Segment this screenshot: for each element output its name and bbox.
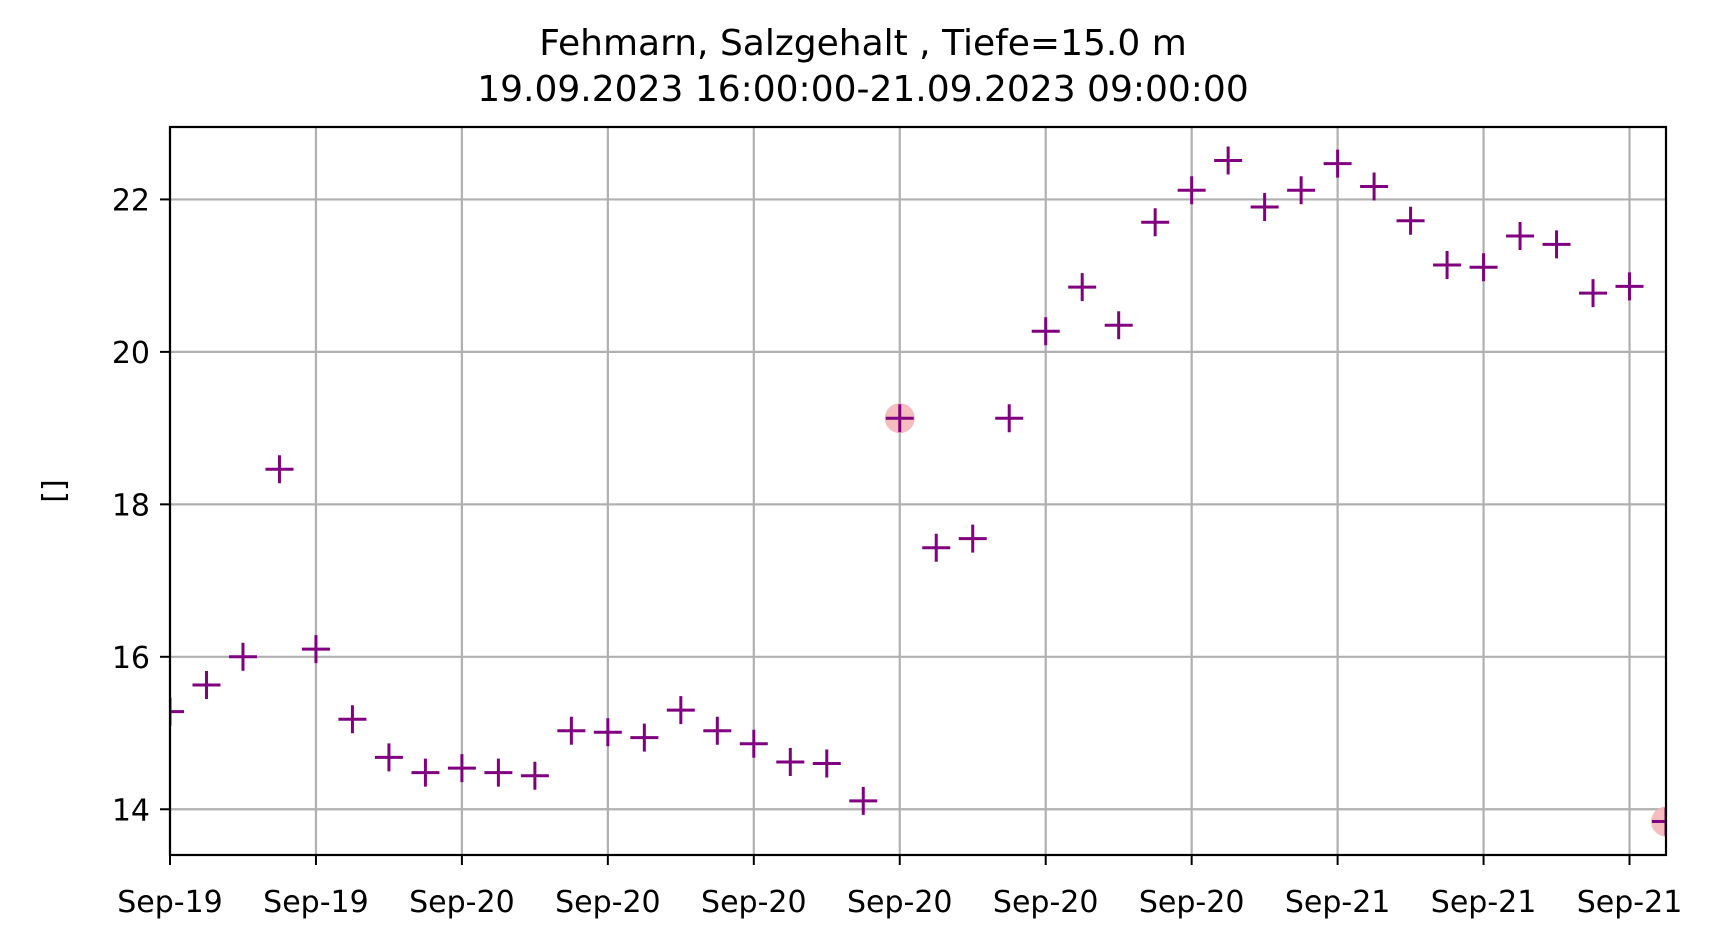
x-tick-label: Sep-20	[993, 885, 1099, 920]
x-tick-label: Sep-20	[1139, 885, 1245, 920]
data-point	[1579, 279, 1608, 308]
data-point	[192, 671, 221, 700]
data-point	[1068, 273, 1097, 302]
data-point	[1433, 250, 1462, 279]
x-tick-label: Sep-20	[847, 885, 953, 920]
x-tick-label: Sep-19	[117, 885, 223, 920]
chart-subtitle: 19.09.2023 16:00:00-21.09.2023 09:00:00	[477, 69, 1249, 110]
data-point	[1396, 206, 1425, 235]
x-tick-label: Sep-21	[1577, 885, 1683, 920]
data-point	[447, 754, 476, 783]
data-point	[1542, 230, 1571, 259]
x-tick-label: Sep-21	[1285, 885, 1391, 920]
data-point	[1031, 317, 1060, 346]
data-point	[1469, 253, 1498, 282]
data-point	[170, 697, 184, 726]
data-point	[849, 786, 878, 815]
data-point	[666, 696, 695, 725]
x-tick-label: Sep-19	[263, 885, 369, 920]
chart-title: Fehmarn, Salzgehalt , Tiefe=15.0 m	[539, 23, 1187, 64]
data-point	[593, 718, 622, 747]
data-point	[228, 642, 257, 671]
x-tick-label: Sep-20	[409, 885, 515, 920]
data-point	[338, 705, 367, 734]
data-point	[1287, 176, 1316, 205]
x-tick-label: Sep-20	[555, 885, 661, 920]
data-point	[1214, 146, 1243, 175]
data-point	[301, 635, 330, 664]
y-tick-label: 20	[112, 336, 150, 371]
data-point	[1615, 272, 1644, 301]
data-point	[1360, 172, 1389, 201]
data-point	[703, 716, 732, 745]
plot-frame	[168, 125, 1668, 857]
data-point	[1506, 222, 1535, 251]
data-point	[1250, 193, 1279, 222]
data-point	[885, 404, 914, 433]
data-point	[1141, 208, 1170, 237]
x-tick-label: Sep-20	[701, 885, 807, 920]
data-point	[1323, 149, 1352, 178]
data-series	[170, 146, 1666, 836]
data-point	[776, 747, 805, 776]
grid-lines	[168, 127, 1666, 855]
data-point	[922, 533, 951, 562]
data-point	[484, 758, 513, 787]
data-point	[739, 729, 768, 758]
data-point	[265, 455, 294, 484]
data-point	[958, 524, 987, 553]
data-point	[812, 749, 841, 778]
y-axis-ticks: 14 16 18 20 22	[112, 183, 170, 828]
data-point	[1177, 176, 1206, 205]
y-tick-label: 18	[112, 488, 150, 523]
x-axis-ticks: Sep-19 Sep-19 Sep-20 Sep-20 Sep-20 Sep-20 Sep-…	[117, 855, 1682, 920]
data-point	[557, 716, 586, 745]
data-point	[1104, 311, 1133, 340]
data-point	[630, 723, 659, 752]
y-tick-label: 14	[112, 793, 150, 828]
y-tick-label: 16	[112, 641, 150, 676]
data-point	[520, 761, 549, 790]
y-tick-label: 22	[112, 183, 150, 218]
x-tick-label: Sep-21	[1431, 885, 1537, 920]
highlighted-points	[884, 403, 1666, 837]
data-point	[995, 404, 1024, 433]
data-point	[374, 743, 403, 772]
y-axis-label: []	[37, 479, 72, 502]
data-point	[411, 758, 440, 787]
data-point	[1652, 807, 1666, 836]
